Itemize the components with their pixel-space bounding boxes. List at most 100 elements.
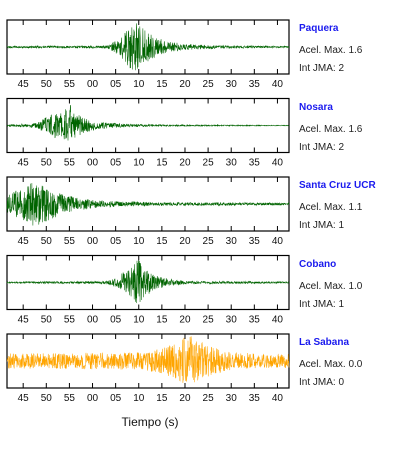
max-accel-label: Acel. Max. <box>299 202 349 213</box>
x-tick-label: 20 <box>179 79 191 90</box>
x-tick-label: 45 <box>18 315 30 326</box>
x-tick-label: 20 <box>179 236 191 247</box>
x-tick-label: 10 <box>133 315 145 326</box>
jma-intensity-readout: Int JMA: 1 <box>299 299 344 310</box>
max-accel-value: 1.0 <box>348 280 363 292</box>
x-tick-label: 10 <box>133 393 145 404</box>
waveform-trace <box>6 183 290 226</box>
x-tick-label: 00 <box>87 158 99 169</box>
x-tick-label: 50 <box>41 158 53 169</box>
x-tick-label: 35 <box>249 158 261 169</box>
x-tick-label: 50 <box>41 393 53 404</box>
x-tick-label: 10 <box>133 158 145 169</box>
x-tick-label: 10 <box>133 79 145 90</box>
x-tick-label: 20 <box>179 158 191 169</box>
jma-intensity-readout: Int JMA: 0 <box>299 377 344 388</box>
jma-value: 2 <box>338 141 345 153</box>
jma-value: 2 <box>338 63 345 74</box>
x-tick-label: 00 <box>87 236 99 247</box>
x-tick-label: 25 <box>203 79 215 90</box>
x-tick-label: 40 <box>272 79 284 90</box>
x-tick-label: 20 <box>179 315 191 326</box>
x-tick-label: 45 <box>18 236 30 247</box>
jma-label: Int JMA: <box>299 141 339 153</box>
jma-value: 1 <box>338 220 345 231</box>
jma-intensity-readout: Int JMA: 2 <box>299 142 344 153</box>
x-tick-label: 55 <box>64 393 76 404</box>
x-tick-label: 05 <box>110 158 122 169</box>
waveform-trace <box>6 260 290 304</box>
x-tick-label: 25 <box>203 393 215 404</box>
x-tick-label: 55 <box>64 79 76 90</box>
station-name: Paquera <box>299 23 339 34</box>
station-name: Cobano <box>299 258 337 270</box>
x-tick-label: 45 <box>18 393 30 404</box>
x-tick-label: 15 <box>156 79 168 90</box>
jma-value: 1 <box>338 298 345 310</box>
x-tick-label: 05 <box>110 315 122 326</box>
x-tick-label: 15 <box>156 236 168 247</box>
jma-label: Int JMA: <box>299 298 339 310</box>
jma-intensity-readout: Int JMA: 1 <box>299 220 344 231</box>
x-tick-label: 25 <box>203 236 215 247</box>
x-tick-label: 20 <box>179 393 191 404</box>
x-tick-label: 15 <box>156 393 168 404</box>
x-tick-label: 45 <box>18 79 30 90</box>
x-tick-label: 15 <box>156 315 168 326</box>
x-tick-label: 05 <box>110 393 122 404</box>
x-tick-label: 35 <box>249 315 261 326</box>
x-tick-label: 00 <box>87 79 99 90</box>
max-accel-value: 1.6 <box>348 45 363 56</box>
panel-0: 45 50 55 00 05 10 15 20 25 30 35 40 <box>6 19 290 90</box>
max-accel-value: 0.0 <box>348 359 363 370</box>
panel-2: 45 50 55 00 05 10 15 20 25 30 35 40 <box>6 176 290 247</box>
max-accel-readout: Acel. Max. 1.6 <box>299 124 362 135</box>
x-tick-label: 00 <box>87 315 99 326</box>
jma-label: Int JMA: <box>299 377 339 388</box>
max-accel-label: Acel. Max. <box>299 359 349 370</box>
x-tick-label: 40 <box>272 236 284 247</box>
x-tick-label: 55 <box>64 315 76 326</box>
jma-label: Int JMA: <box>299 220 339 231</box>
x-axis-label: Tiempo (s) <box>121 415 179 429</box>
x-tick-label: 05 <box>110 236 122 247</box>
x-tick-label: 25 <box>203 315 215 326</box>
x-tick-label: 35 <box>249 236 261 247</box>
waveform-trace <box>6 23 290 71</box>
x-tick-label: 00 <box>87 393 99 404</box>
waveform-trace <box>6 336 290 383</box>
station-name: La Sabana <box>299 337 350 348</box>
x-tick-label: 25 <box>203 158 215 169</box>
x-tick-label: 50 <box>41 79 53 90</box>
x-tick-label: 15 <box>156 158 168 169</box>
x-tick-label: 55 <box>64 158 76 169</box>
x-tick-label: 55 <box>64 236 76 247</box>
max-accel-readout: Acel. Max. 0.0 <box>299 359 362 370</box>
max-accel-value: 1.1 <box>348 202 363 213</box>
x-tick-label: 40 <box>272 393 284 404</box>
x-tick-label: 35 <box>249 79 261 90</box>
x-tick-label: 50 <box>41 236 53 247</box>
x-tick-label: 45 <box>18 158 30 169</box>
max-accel-readout: Acel. Max. 1.0 <box>299 281 362 292</box>
jma-value: 0 <box>338 377 345 388</box>
x-tick-label: 30 <box>226 158 238 169</box>
max-accel-label: Acel. Max. <box>299 45 349 56</box>
panel-1: 45 50 55 00 05 10 15 20 25 30 35 40 <box>6 97 290 169</box>
x-tick-label: 10 <box>133 236 145 247</box>
jma-label: Int JMA: <box>299 63 339 74</box>
station-name: Santa Cruz UCR <box>299 180 376 191</box>
x-tick-label: 40 <box>272 315 284 326</box>
x-tick-label: 50 <box>41 315 53 326</box>
x-tick-label: 30 <box>226 315 238 326</box>
x-tick-label: 40 <box>272 158 284 169</box>
max-accel-readout: Acel. Max. 1.1 <box>299 202 362 213</box>
max-accel-value: 1.6 <box>348 123 363 135</box>
waveform-trace <box>6 104 290 141</box>
station-name: Nosara <box>299 101 333 113</box>
panel-4: 45 50 55 00 05 10 15 20 25 30 35 40 <box>6 333 290 404</box>
x-tick-label: 05 <box>110 79 122 90</box>
x-tick-label: 35 <box>249 393 261 404</box>
x-tick-label: 30 <box>226 236 238 247</box>
